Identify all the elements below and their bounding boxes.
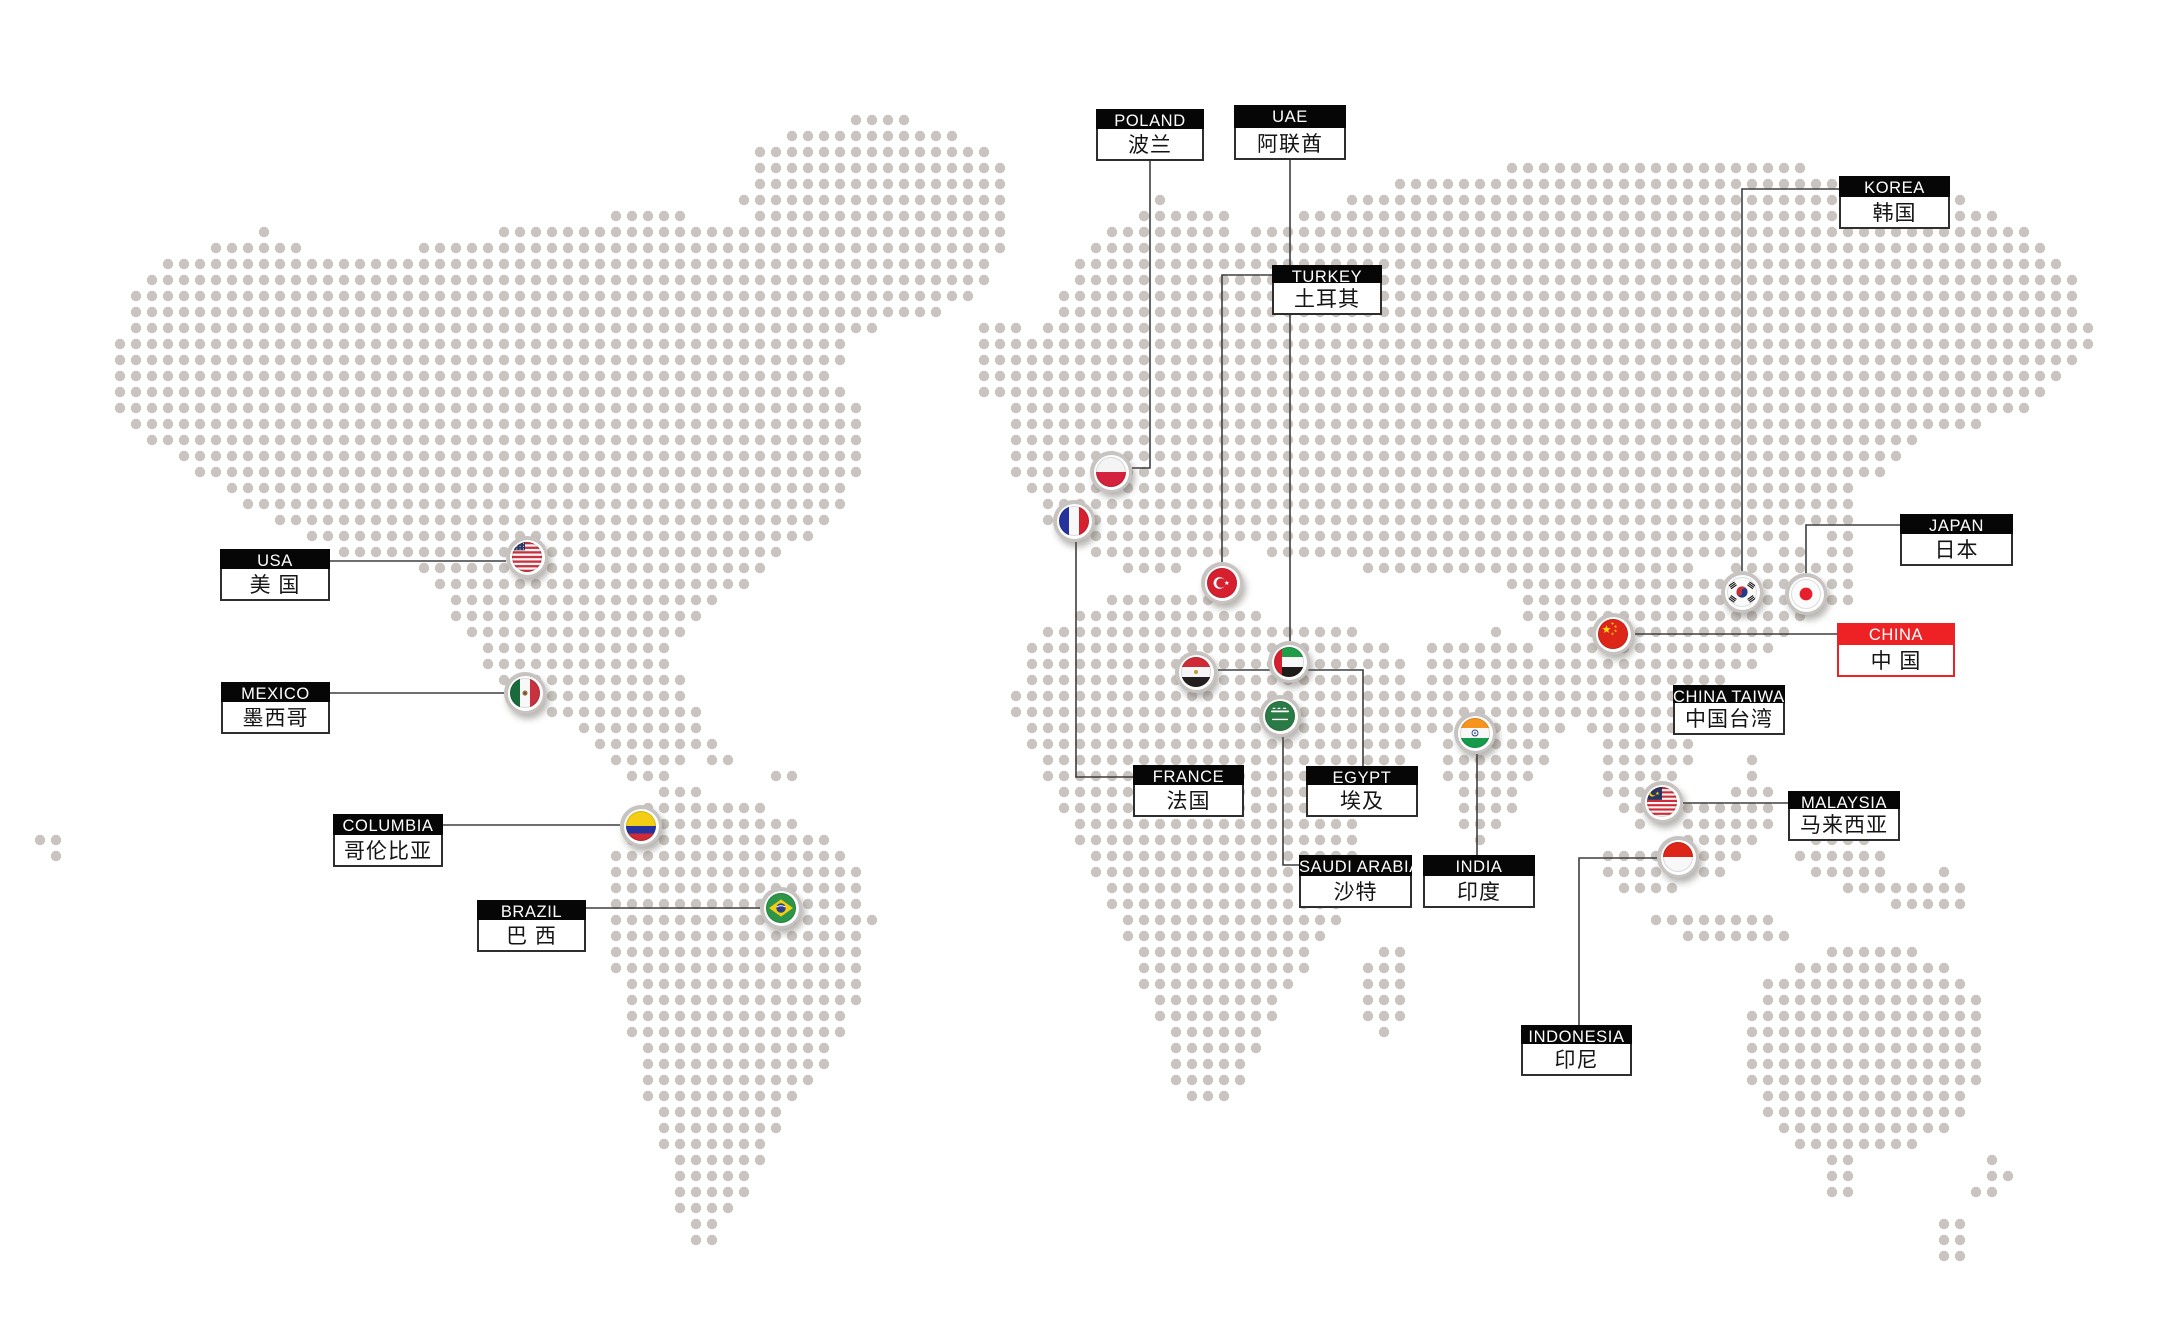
sa-flag-marker[interactable] [1259, 695, 1301, 737]
country-label-uae[interactable]: UAE 阿联酋 [1234, 105, 1346, 160]
country-name-zh: 中国台湾 [1673, 703, 1785, 735]
country-name-zh: 马来西亚 [1788, 809, 1900, 841]
country-name-en: BRAZIL [477, 900, 586, 920]
sa-flag-icon [1262, 698, 1298, 734]
jp-flag-icon [1788, 576, 1824, 612]
country-label-saudi-arabia[interactable]: SAUDI ARABIA 沙特 [1299, 855, 1412, 908]
country-name-zh: 波兰 [1096, 129, 1204, 161]
country-name-zh: 韩国 [1839, 197, 1950, 229]
country-name-zh: 沙特 [1299, 876, 1412, 908]
ae-flag-marker[interactable] [1268, 641, 1310, 683]
my-flag-marker[interactable] [1641, 781, 1683, 823]
br-flag-icon [763, 890, 799, 926]
country-name-en: TURKEY [1272, 265, 1382, 283]
country-label-indonesia[interactable]: INDONESIA 印尼 [1521, 1025, 1632, 1076]
kr-flag-icon [1724, 574, 1760, 610]
tr-flag-marker[interactable] [1201, 562, 1243, 604]
id-flag-marker[interactable] [1657, 836, 1699, 878]
country-label-korea[interactable]: KOREA 韩国 [1839, 176, 1950, 229]
country-name-en: EGYPT [1306, 766, 1418, 785]
country-name-en: COLUMBIA [333, 814, 443, 835]
mx-flag-marker[interactable] [504, 672, 546, 714]
in-flag-marker[interactable] [1454, 712, 1496, 754]
jp-flag-marker[interactable] [1785, 573, 1827, 615]
eg-flag-marker[interactable] [1175, 651, 1217, 693]
country-name-en: USA [220, 549, 330, 569]
country-name-zh: 美 国 [220, 569, 330, 601]
us-flag-marker[interactable] [506, 536, 548, 578]
kr-flag-marker[interactable] [1721, 571, 1763, 613]
tr-flag-icon [1204, 565, 1240, 601]
mx-flag-icon [507, 675, 543, 711]
country-name-zh: 土耳其 [1272, 283, 1382, 315]
country-name-zh: 印度 [1423, 876, 1535, 908]
country-label-malaysia[interactable]: MALAYSIA 马来西亚 [1788, 791, 1900, 841]
country-label-japan[interactable]: JAPAN 日本 [1900, 514, 2013, 566]
country-name-en: FRANCE [1133, 765, 1244, 785]
eg-flag-icon [1178, 654, 1214, 690]
country-label-brazil[interactable]: BRAZIL 巴 西 [477, 900, 586, 952]
in-flag-icon [1457, 715, 1493, 751]
country-name-en: INDIA [1423, 855, 1535, 876]
country-name-zh: 阿联酋 [1234, 128, 1346, 160]
country-label-india[interactable]: INDIA 印度 [1423, 855, 1535, 908]
country-name-zh: 印尼 [1521, 1044, 1632, 1076]
country-label-columbia[interactable]: COLUMBIA 哥伦比亚 [333, 814, 443, 867]
country-label-poland[interactable]: POLAND 波兰 [1096, 109, 1204, 161]
country-label-china[interactable]: CHINA 中 国 [1837, 623, 1955, 677]
country-name-en: SAUDI ARABIA [1299, 855, 1412, 876]
country-name-zh: 中 国 [1837, 645, 1955, 677]
country-name-zh: 哥伦比亚 [333, 835, 443, 867]
country-name-en: INDONESIA [1521, 1025, 1632, 1044]
country-label-france[interactable]: FRANCE 法国 [1133, 765, 1244, 817]
country-name-en: MEXICO [221, 682, 330, 702]
country-label-turkey[interactable]: TURKEY 土耳其 [1272, 265, 1382, 315]
country-name-en: CHINA TAIWAN [1673, 685, 1785, 703]
cn-flag-icon [1595, 616, 1631, 652]
country-label-egypt[interactable]: EGYPT 埃及 [1306, 766, 1418, 817]
country-name-zh: 日本 [1900, 534, 2013, 566]
country-name-en: JAPAN [1900, 514, 2013, 534]
country-name-zh: 法国 [1133, 785, 1244, 817]
pl-flag-icon [1093, 454, 1129, 490]
my-flag-icon [1644, 784, 1680, 820]
br-flag-marker[interactable] [760, 887, 802, 929]
country-label-usa[interactable]: USA 美 国 [220, 549, 330, 601]
country-name-en: MALAYSIA [1788, 791, 1900, 809]
co-flag-icon [623, 808, 659, 844]
pl-flag-marker[interactable] [1090, 451, 1132, 493]
country-name-zh: 巴 西 [477, 920, 586, 952]
id-flag-icon [1660, 839, 1696, 875]
ae-flag-icon [1271, 644, 1307, 680]
country-name-en: POLAND [1096, 109, 1204, 129]
co-flag-marker[interactable] [620, 805, 662, 847]
country-name-en: CHINA [1837, 623, 1955, 645]
country-name-zh: 埃及 [1306, 785, 1418, 817]
fr-flag-icon [1056, 503, 1092, 539]
cn-flag-marker[interactable] [1592, 613, 1634, 655]
country-name-en: UAE [1234, 105, 1346, 128]
country-label-china-taiwan[interactable]: CHINA TAIWAN 中国台湾 [1673, 685, 1785, 735]
us-flag-icon [509, 539, 545, 575]
country-label-mexico[interactable]: MEXICO 墨西哥 [221, 682, 330, 734]
country-name-zh: 墨西哥 [221, 702, 330, 734]
fr-flag-marker[interactable] [1053, 500, 1095, 542]
country-name-en: KOREA [1839, 176, 1950, 197]
